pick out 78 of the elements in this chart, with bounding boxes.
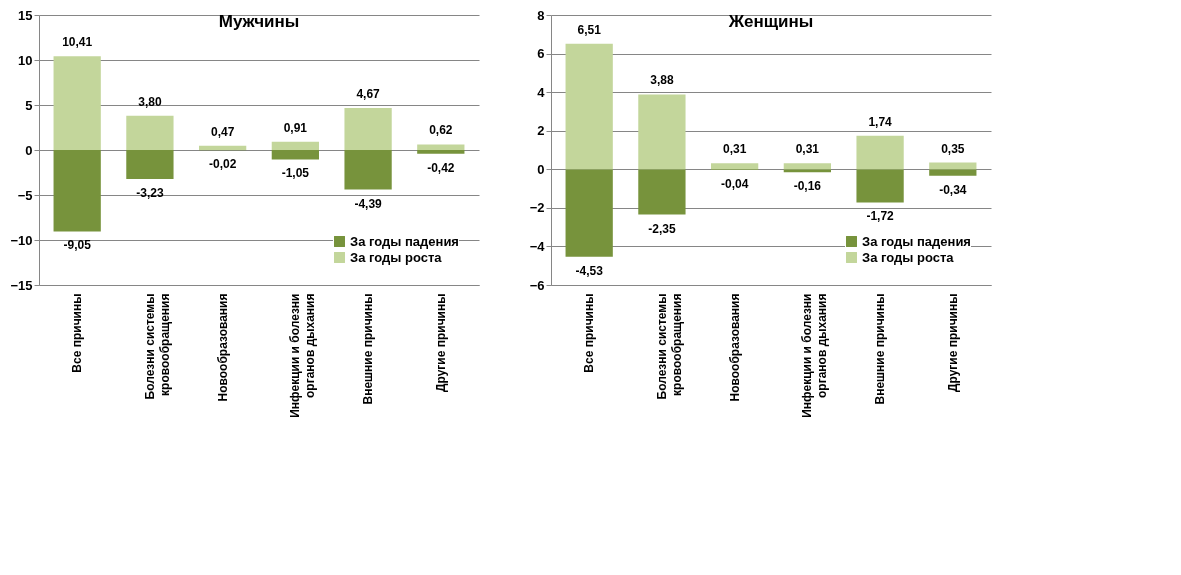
x-tick-label: Новообразования	[215, 293, 230, 402]
data-label: 3,80	[138, 94, 162, 109]
x-tick-label: Болезни системы кровообращения	[654, 293, 684, 400]
bar	[126, 115, 174, 150]
data-label: -0,42	[427, 160, 455, 175]
data-label: 0,31	[795, 142, 820, 157]
bar	[344, 150, 392, 190]
bar	[271, 150, 319, 160]
y-tick-label: 0	[537, 161, 545, 177]
x-tick-label: Новообразования	[727, 293, 742, 402]
y-tick-label: 0	[25, 142, 33, 158]
y-tick-label: 2	[537, 123, 545, 139]
data-label: 0,91	[283, 120, 308, 135]
y-tick-label: 15	[18, 7, 33, 23]
bar	[711, 163, 759, 170]
data-label: -4,39	[354, 196, 383, 211]
data-label: 3,88	[650, 73, 674, 88]
bar	[417, 150, 465, 154]
data-label: -1,05	[281, 166, 310, 181]
data-label: -4,53	[575, 263, 604, 278]
y-tick-label: 4	[537, 84, 546, 100]
data-label: 1,74	[868, 114, 893, 129]
x-tick-label: Все причины	[70, 293, 85, 373]
bar	[856, 169, 904, 203]
legend-label: За годы роста	[350, 249, 443, 265]
bar	[638, 169, 686, 215]
data-label: -9,05	[63, 238, 92, 253]
bar	[929, 169, 977, 176]
bar	[53, 56, 101, 150]
bar	[638, 94, 686, 170]
x-tick-label: Внешние причины	[873, 293, 888, 405]
legend-label: За годы роста	[862, 249, 955, 265]
y-tick-label: −5	[17, 187, 33, 203]
data-label: -2,35	[648, 221, 676, 236]
x-tick-label: Другие причины	[945, 293, 960, 393]
bar	[344, 107, 392, 150]
x-tick-label: Внешние причины	[361, 293, 376, 405]
x-tick-label: Все причины	[582, 293, 597, 373]
y-tick-label: −15	[10, 277, 33, 293]
data-label: 0,47	[210, 124, 235, 139]
bar	[565, 169, 613, 257]
bar	[856, 135, 904, 170]
y-tick-label: −10	[10, 232, 33, 248]
x-tick-label: Инфекции и болезни органов дыхания	[800, 293, 830, 418]
y-tick-label: 8	[537, 7, 545, 23]
data-label: 10,41	[62, 35, 93, 50]
legend-label: За годы падения	[862, 233, 971, 249]
legend-label: За годы падения	[350, 233, 459, 249]
data-label: 0,35	[941, 141, 965, 156]
data-label: -0,34	[939, 182, 967, 197]
y-tick-label: −6	[529, 277, 545, 293]
y-tick-label: 6	[537, 46, 545, 62]
data-label: 0,62	[429, 123, 453, 138]
data-label: 4,67	[356, 86, 381, 101]
x-tick-label: Инфекции и болезни органов дыхания	[288, 293, 318, 418]
data-label: -0,02	[208, 157, 237, 172]
data-label: 6,51	[577, 22, 602, 37]
y-tick-label: 10	[18, 52, 33, 68]
chart-title: Мужчины	[218, 12, 300, 31]
data-label: 0,31	[722, 142, 747, 157]
x-tick-label: Другие причины	[433, 293, 448, 393]
y-tick-label: −2	[529, 200, 545, 216]
bar	[271, 141, 319, 150]
data-label: -1,72	[866, 209, 895, 224]
bar	[783, 163, 831, 170]
y-tick-label: −4	[529, 238, 546, 254]
y-tick-label: 5	[25, 97, 33, 113]
data-label: -3,23	[136, 186, 164, 201]
bar	[199, 145, 247, 150]
bar	[126, 150, 174, 180]
bar	[53, 150, 101, 232]
bar	[783, 169, 831, 173]
chart-title: Женщины	[727, 12, 814, 31]
bar	[417, 144, 465, 150]
data-label: -0,16	[793, 179, 822, 194]
data-label: -0,04	[720, 177, 749, 192]
x-tick-label: Болезни системы кровообращения	[142, 293, 172, 400]
bar	[565, 43, 613, 170]
